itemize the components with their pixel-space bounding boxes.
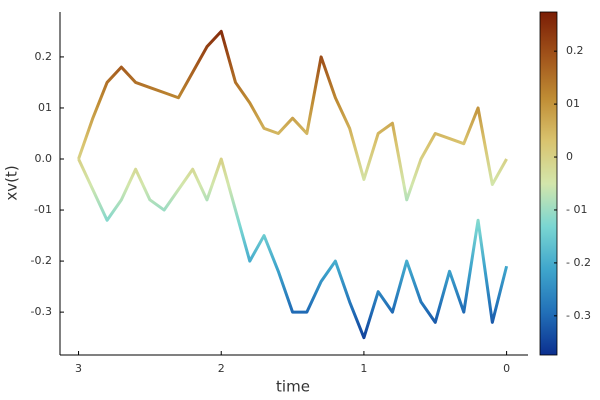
x-tick-label: 3 <box>75 362 82 375</box>
y-tick-label: -0.3 <box>31 305 52 318</box>
colorbar-tick-label: - 0.2 <box>566 256 591 269</box>
y-tick-label: 01 <box>38 101 52 114</box>
series-line <box>77 157 509 340</box>
y-tick-label: -01 <box>34 203 52 216</box>
colorbar <box>539 11 558 356</box>
series-line <box>77 29 508 202</box>
x-tick-label: 1 <box>360 362 367 375</box>
colorbar-tick-label: - 0.3 <box>566 309 591 322</box>
y-tick-label: -0.2 <box>31 254 52 267</box>
colorbar-tick-label: 0.2 <box>566 44 584 57</box>
colorbar-tick-label: 0 <box>566 150 573 163</box>
y-tick-label: 0.2 <box>35 50 53 63</box>
x-tick-label: 2 <box>218 362 225 375</box>
colorbar-tick-label: 01 <box>566 97 580 110</box>
colorbar-tick-label: - 01 <box>566 203 587 216</box>
x-axis-label: time <box>276 378 310 396</box>
x-tick-label: 0 <box>503 362 510 375</box>
y-tick-label: 0.0 <box>35 152 53 165</box>
y-axis-label: xv(t) <box>3 165 21 200</box>
